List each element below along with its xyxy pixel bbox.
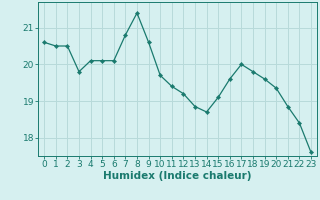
X-axis label: Humidex (Indice chaleur): Humidex (Indice chaleur) bbox=[103, 171, 252, 181]
